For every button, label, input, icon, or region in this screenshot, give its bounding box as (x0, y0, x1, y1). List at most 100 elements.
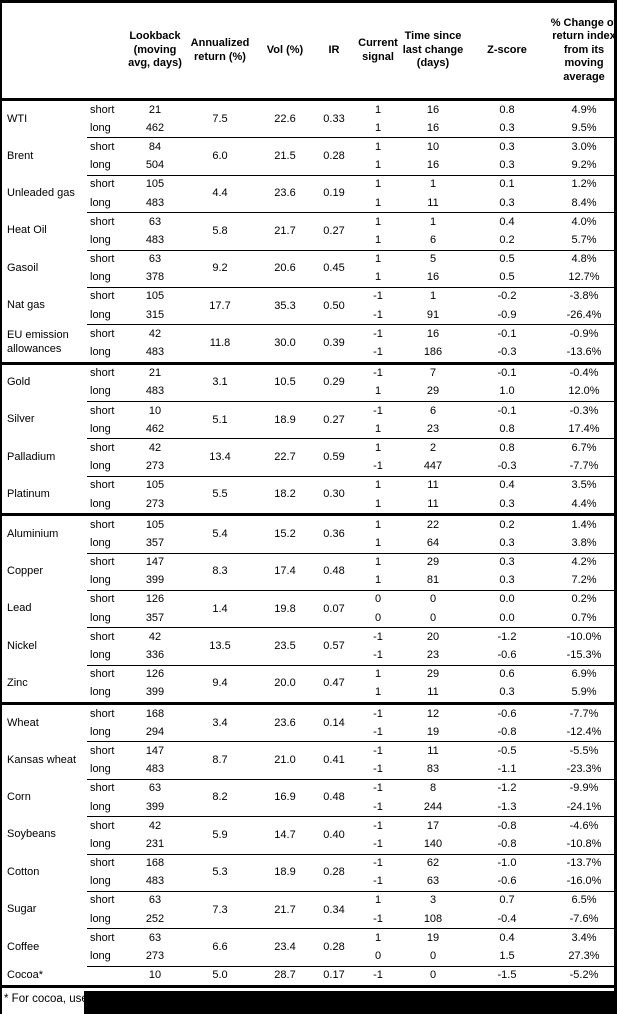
table-row: Platinum short 105 5.5 18.2 0.30 1 11 0.4 3.5% (2, 475, 617, 515)
signal-value: 1 (355, 928, 401, 948)
signal-value: 1 (374, 233, 382, 246)
z-score-value: -0.8 (497, 837, 517, 850)
signal-value: 1 (374, 536, 382, 549)
horizon-label: long (90, 763, 111, 776)
vol-value: 15.2 (257, 513, 313, 553)
z-score-value: 0.3 (499, 574, 515, 587)
z-score-value: -0.6 (497, 875, 517, 888)
lookback-value: 10 (127, 401, 183, 421)
table-row: long 294 -1 19 -0.8 -12.4% (2, 723, 617, 742)
days-since-change-value: 0 (429, 950, 437, 963)
z-score-value: 0.2 (499, 233, 515, 246)
lookback-value: 252 (145, 912, 165, 925)
lookback-value: 399 (145, 574, 165, 587)
z-score-value: 0.3 (499, 159, 515, 172)
days-since-change-value: 64 (426, 536, 440, 549)
annualized-return-value: 7.5 (183, 98, 257, 138)
days-since-change-value: 16 (426, 121, 440, 134)
table-row: Silver short 10 5.1 18.9 0.27 -1 6 -0.1 -0.3% (2, 400, 617, 439)
days-since-change-value: 1 (401, 212, 465, 232)
horizon-label: long (90, 271, 111, 284)
pct-change-value: 5.7% (571, 233, 597, 246)
horizon-label: short (87, 664, 127, 684)
signal-value: -1 (373, 763, 383, 776)
days-since-change-value: 11 (401, 475, 465, 495)
pct-change-value: 3.0% (549, 137, 617, 157)
ir-value: 0.48 (313, 778, 355, 817)
z-score-value: -1.2 (465, 778, 549, 798)
annualized-return-value: 3.4 (183, 701, 257, 742)
commodity-name: Gold (2, 361, 87, 402)
commodity-name: Lead (7, 602, 32, 615)
signal-value: 1 (355, 212, 401, 232)
days-since-change-value: 17 (401, 816, 465, 836)
pct-change-value: 4.8% (549, 249, 617, 269)
table-row: long 504 1 16 0.3 9.2% (2, 157, 617, 176)
horizon-label: short (87, 928, 127, 948)
lookback-value: 378 (145, 271, 165, 284)
z-score-value: 0.8 (499, 422, 515, 435)
days-since-change-value: 3 (401, 890, 465, 911)
signal-value: 1 (374, 121, 382, 134)
pct-change-value: 9.5% (571, 121, 597, 134)
annualized-return-value: 6.6 (183, 928, 257, 967)
days-since-change-value: 1 (401, 174, 465, 194)
horizon-label: short (87, 438, 127, 458)
table-row: long 357 0 0 0.0 0.7% (2, 609, 617, 628)
pct-change-value: -3.8% (549, 286, 617, 307)
z-score-value: -1.1 (497, 763, 517, 776)
vol-value: 18.2 (257, 475, 313, 515)
annualized-return-value: 5.5 (183, 475, 257, 515)
table-row: Sugar short 63 7.3 21.7 0.34 1 3 0.7 6.5% (2, 890, 617, 929)
signal-value: -1 (355, 741, 401, 761)
z-score-value: 1.5 (499, 950, 515, 963)
lookback-value: 126 (127, 664, 183, 684)
commodity-name: Aluminium (2, 513, 87, 553)
days-since-change-value: 5 (401, 249, 465, 269)
pct-change-value: 6.7% (549, 438, 617, 458)
pct-change-value: 9.2% (571, 159, 597, 172)
table-row: Copper short 147 8.3 17.4 0.48 1 29 0.3 4.2% (2, 552, 617, 591)
vol-value: 21.5 (257, 137, 313, 176)
days-since-change-value: 186 (423, 346, 443, 359)
annualized-return-value: 17.7 (183, 286, 257, 325)
horizon-label: long (90, 536, 111, 549)
z-score-value: 0.0 (465, 589, 549, 610)
pct-change-value: -0.4% (549, 361, 617, 383)
horizon-label: short (87, 741, 127, 761)
lookback-value: 168 (127, 853, 183, 873)
table-row: long 378 1 16 0.5 12.7% (2, 269, 617, 288)
days-since-change-value: 62 (401, 853, 465, 873)
signal-value: -1 (373, 837, 383, 850)
days-since-change-value: 19 (426, 725, 440, 738)
signal-value: 1 (374, 686, 382, 699)
commodity-name: Copper (7, 564, 44, 577)
ir-value: 0.36 (313, 513, 355, 553)
lookback-value: 63 (127, 249, 183, 269)
signal-value: 1 (374, 422, 382, 435)
pct-change-value: 6.9% (549, 664, 617, 684)
signal-value: -1 (355, 324, 401, 344)
pct-change-value: -13.6% (566, 346, 602, 359)
horizon-label: short (87, 212, 127, 232)
ir-value: 0.27 (313, 400, 355, 439)
signal-value: -1 (373, 308, 383, 321)
ir-value: 0.28 (313, 928, 355, 967)
ir-value: 0.28 (313, 137, 355, 176)
lookback-value: 42 (127, 627, 183, 647)
vol-value: 18.9 (257, 853, 313, 892)
days-since-change-value: 7 (401, 361, 465, 383)
lookback-value: 147 (127, 552, 183, 572)
commodity-name: Coffee (7, 940, 40, 953)
lookback-value: 147 (127, 741, 183, 761)
z-score-value: 0.3 (499, 686, 515, 699)
annualized-return-value: 8.7 (183, 741, 257, 780)
signal-value: 0 (374, 611, 382, 624)
z-score-value: -0.1 (465, 401, 549, 421)
table-row: long 399 -1 244 -1.3 -24.1% (2, 798, 617, 817)
signal-value: 1 (374, 159, 382, 172)
ir-value: 0.41 (313, 741, 355, 780)
horizon-label: long (90, 574, 111, 587)
days-since-change-value: 16 (426, 271, 440, 284)
lookback-value: 399 (145, 686, 165, 699)
